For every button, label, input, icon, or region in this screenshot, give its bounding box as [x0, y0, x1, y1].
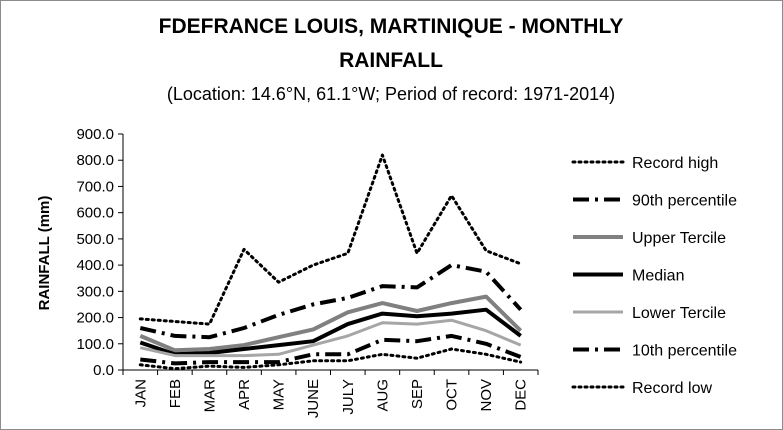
- legend-label: Lower Tercile: [632, 305, 726, 322]
- x-tick-label: APR: [236, 379, 253, 410]
- x-tick-label: DEC: [513, 379, 530, 411]
- x-tick-label: SEP: [409, 379, 426, 409]
- y-tick-label: 400.0: [76, 257, 114, 274]
- y-tick-label: 700.0: [76, 178, 114, 195]
- chart-subtitle: (Location: 14.6°N, 61.1°W; Period of rec…: [166, 84, 616, 104]
- legend-label: Upper Tercile: [632, 230, 726, 247]
- legend-label: Record low: [632, 380, 712, 397]
- y-tick-label: 300.0: [76, 283, 114, 300]
- y-tick-labels: 0.0 100.0 200.0 300.0 400.0 500.0 600.0 700.0 80…: [76, 126, 114, 379]
- legend-label: Record high: [632, 155, 718, 172]
- series-line-lower-tercile: [139, 318, 522, 358]
- y-tick-label: 800.0: [76, 152, 114, 169]
- series-line-record-low: [138, 347, 523, 371]
- x-tick-label: JUNE: [305, 379, 322, 418]
- series-line-record-high: [138, 153, 523, 326]
- x-tick-label: MAY: [271, 379, 288, 410]
- series-line-90th-percentile: [139, 263, 523, 340]
- legend-label: 10th percentile: [632, 343, 737, 360]
- y-tick-label: 500.0: [76, 231, 114, 248]
- x-tick-labels: JAN FEB MAR APR MAY JUNE JULY AUG SEP OCT NOV DEC: [132, 379, 529, 418]
- x-tick-label: FEB: [167, 379, 184, 408]
- legend-label: 90th percentile: [632, 193, 737, 210]
- y-tick-label: 0.0: [93, 362, 114, 379]
- x-tick-label: AUG: [374, 379, 391, 412]
- series-lines: [138, 153, 523, 371]
- legend: Record high 90th percentile Upper Tercile M…: [571, 155, 737, 397]
- series-line-10th-percentile: [140, 333, 522, 366]
- chart-title-line1: FDEFRANCE LOUIS, MARTINIQUE - MONTHLY: [158, 15, 624, 38]
- x-tick-label: OCT: [444, 379, 461, 411]
- y-tick-label: 100.0: [76, 336, 114, 353]
- series-line-median: [139, 307, 522, 357]
- legend-label: Median: [632, 268, 684, 285]
- axes: [118, 133, 539, 375]
- y-axis-label: RAINFALL (mm): [36, 196, 53, 311]
- x-tick-label: NOV: [478, 379, 495, 412]
- x-tick-label: JAN: [132, 379, 149, 407]
- y-tick-label: 600.0: [76, 205, 114, 222]
- x-tick-label: JULY: [340, 379, 357, 415]
- y-tick-label: 200.0: [76, 310, 114, 327]
- series-line-upper-tercile: [139, 294, 523, 353]
- chart-title-line2: RAINFALL: [339, 49, 443, 72]
- x-tick-label: MAR: [201, 379, 218, 413]
- y-tick-label: 900.0: [76, 126, 114, 143]
